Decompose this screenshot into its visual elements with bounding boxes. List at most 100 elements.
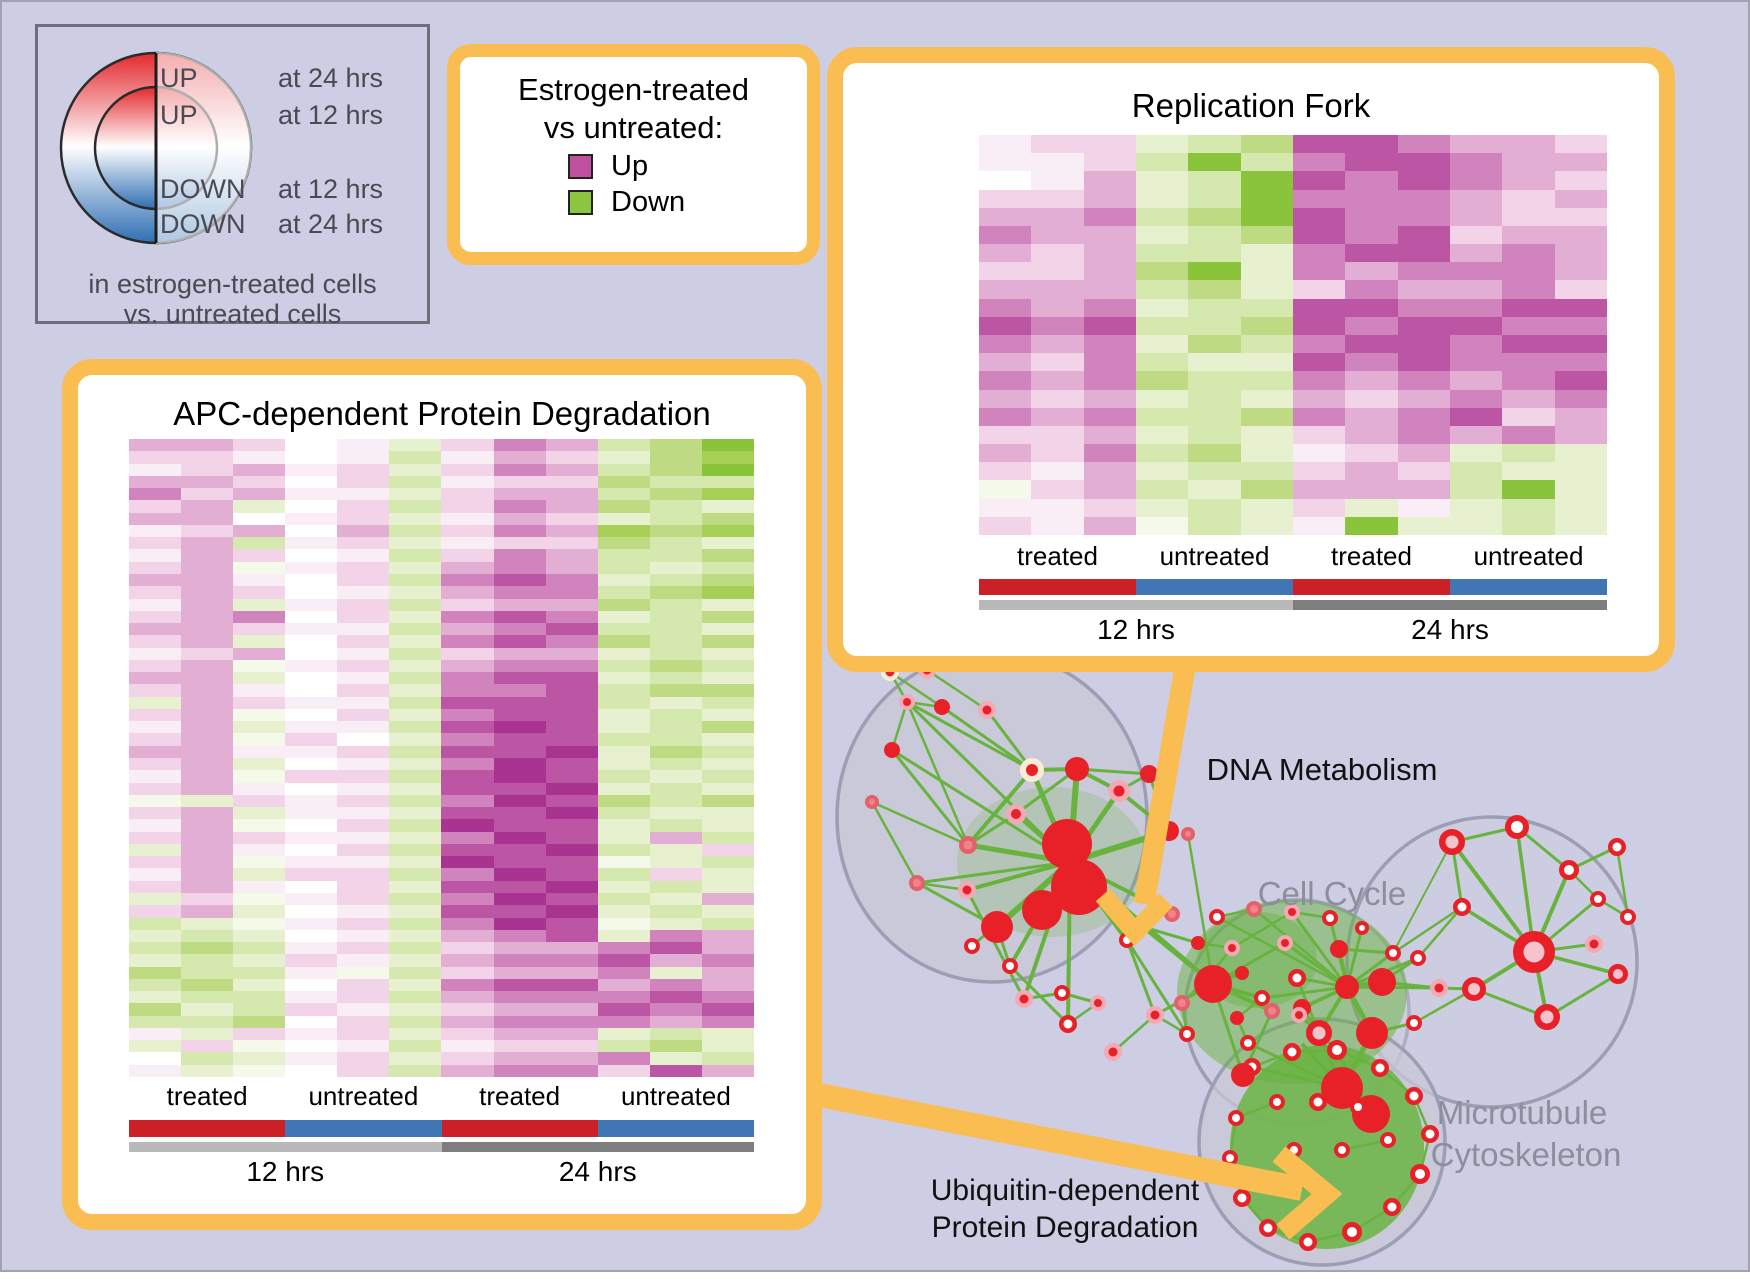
heatmap-cell [389, 892, 442, 906]
heatmap-cell [285, 463, 338, 476]
heatmap-cell [441, 659, 494, 673]
heatmap-cell [129, 635, 182, 648]
heatmap-cell [1135, 498, 1189, 517]
heatmap-cell [233, 1003, 286, 1016]
heatmap-cell [1502, 298, 1555, 317]
heatmap-cell [545, 610, 598, 624]
heatmap-cell [1397, 298, 1450, 317]
heatmap-cell [1188, 225, 1241, 245]
heatmap-cell [1031, 516, 1084, 535]
edge [870, 801, 919, 884]
heatmap-cell [649, 745, 702, 758]
heatmap-cell [701, 610, 754, 624]
heatmap-cell [545, 659, 598, 673]
heatmap-cell [233, 488, 286, 501]
heatmap-cell [649, 1040, 702, 1053]
heatmap-cell [1502, 407, 1555, 426]
arrow-stem-1 [1133, 666, 1196, 906]
heatmap-cell [1345, 262, 1398, 281]
heatmap-cell [1397, 371, 1450, 390]
heatmap-cell [181, 807, 234, 820]
heatmap-cell [233, 892, 286, 906]
heatmap-cell [1345, 189, 1398, 208]
heatmap-cell [597, 488, 650, 501]
heatmap-cell [979, 189, 1032, 208]
heatmap-cell [1135, 316, 1189, 335]
heatmap-cell [181, 819, 234, 832]
group-label: untreated [308, 1081, 419, 1111]
heatmap-cell [389, 1040, 442, 1053]
heatmap-cell [649, 708, 702, 722]
gene-node-r [1505, 815, 1529, 839]
heatmap-cell [1188, 334, 1241, 354]
heatmap-cell [285, 573, 338, 587]
heatmap-cell [233, 696, 286, 709]
heatmap-cell [1502, 262, 1555, 281]
edge [1515, 826, 1536, 953]
heatmap-cell [285, 524, 338, 538]
edge [871, 800, 969, 847]
gene-node-pr [958, 881, 976, 899]
heatmap-cell [1135, 444, 1189, 463]
heatmap-cell [1188, 189, 1241, 208]
edge [1186, 833, 1215, 985]
gene-node-ps [1174, 995, 1190, 1011]
heatmap-cell [389, 439, 442, 452]
heatmap-cell [1397, 334, 1450, 354]
gene-node-r [1309, 1093, 1327, 1111]
heatmap-cell [1240, 389, 1293, 408]
heatmap-cell [233, 733, 286, 746]
heatmap-cell [1031, 353, 1084, 372]
time-labels: 12 hrs 24 hrs [979, 614, 1607, 648]
heatmap-cell [337, 647, 390, 660]
heatmap-cell [285, 794, 338, 808]
heatmap-cell [285, 843, 338, 857]
heatmap-cell [389, 598, 442, 611]
heatmap-cell [233, 978, 286, 992]
heatmap-cell [285, 942, 338, 955]
heatmap-cell [337, 488, 390, 501]
heatmap-cell [1554, 171, 1607, 190]
heatmap-cell [337, 561, 390, 574]
legend-item-up: Up [460, 149, 807, 183]
heatmap-cell [649, 782, 702, 795]
heatmap-cell [441, 905, 494, 918]
heatmap-cell [1449, 498, 1503, 517]
heatmap-cell [493, 745, 546, 758]
heatmap-cell [1240, 280, 1293, 299]
heatmap-cell [129, 917, 182, 930]
heatmap-cell [1502, 207, 1555, 226]
heatmap-cell [1397, 353, 1450, 372]
heatmap-cell [1031, 189, 1084, 208]
heatmap-cell [233, 500, 286, 513]
heatmap-cell [129, 1052, 182, 1065]
heatmap-cell [1397, 316, 1450, 335]
heatmap-cell [285, 1027, 338, 1041]
heatmap-cell [389, 794, 442, 808]
heatmap-cell [129, 439, 182, 452]
heatmap-cell [337, 745, 390, 758]
heatmap-cell [1449, 280, 1503, 299]
heatmap-cell [701, 451, 754, 464]
heatmap-cell [493, 1015, 546, 1028]
heatmap-cell [441, 598, 494, 611]
heatmap-cell [233, 672, 286, 685]
heatmap-cell [285, 708, 338, 722]
gene-node-r [1355, 921, 1369, 935]
heatmap-cell [337, 573, 390, 587]
edge [1450, 840, 1536, 954]
heatmap-cell [649, 647, 702, 660]
heatmap-cell [1345, 498, 1398, 517]
heatmap-cell [493, 451, 546, 464]
heatmap-cell [389, 635, 442, 648]
heatmap-cell [493, 598, 546, 611]
heatmap-cell [701, 1015, 754, 1028]
heatmap-cell [233, 573, 286, 587]
edge [1253, 908, 1348, 988]
heatmap-cell [649, 1052, 702, 1065]
legend-word: UP [160, 63, 198, 93]
heatmap-cell [285, 880, 338, 893]
heatmap-cell [493, 659, 546, 673]
heatmap-cell [597, 966, 650, 979]
gene-node-r [1590, 891, 1606, 907]
